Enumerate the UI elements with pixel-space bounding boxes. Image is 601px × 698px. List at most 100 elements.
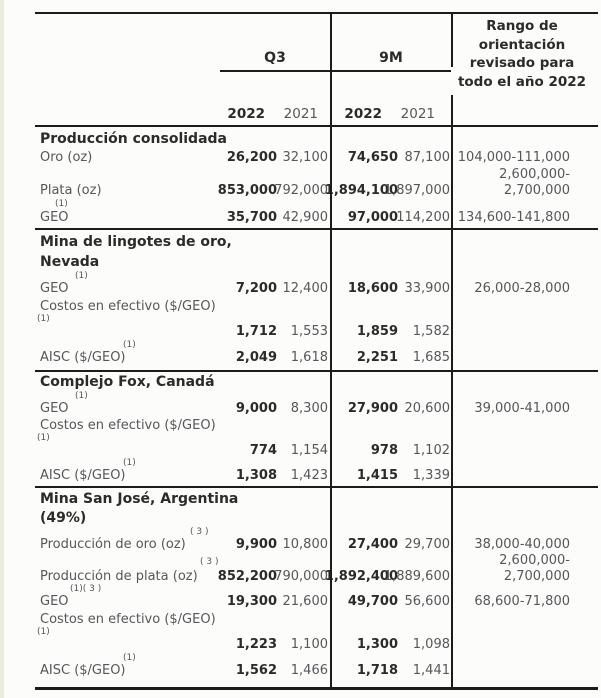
table-row: GEO 19,300 21,600 49,700 56,600 68,600-71,800 [35,593,598,611]
footnote-marker: (1) [37,627,50,637]
table-row: Producción de plata (oz) 852,200 790,000 1,… [35,568,598,586]
cell-q3-2021: 21,600 [282,594,329,609]
row-label: Costos en efectivo ($/GEO) [40,418,216,433]
table-row: Costos en efectivo ($/GEO) [35,611,598,629]
row-label: GEO [40,401,69,416]
cell-9m-2022: 97,000 [347,210,398,225]
footnote-marker: (1) [75,391,88,401]
cell-guidance: 2,700,000 [503,182,570,198]
table-row: 1,223 1,100 1,300 1,098 [35,636,598,654]
row-label: Costos en efectivo ($/GEO) [40,298,216,314]
table-row: GEO 7,200 12,400 18,600 33,900 26,000-28,000 [35,280,598,298]
year-header-q3-2021: 2021 [283,106,318,122]
cell-q3-2021: 1,423 [290,468,328,483]
row-label: Producción de plata (oz) [40,568,198,584]
nine-month-column-group-label: 9M [379,50,403,66]
cell-9m-2021: 1,685 [412,349,450,365]
cell-q3-2022: 774 [249,443,277,458]
cell-q3-2021: 790,000 [274,568,328,584]
column-divider [451,12,453,67]
cell-guidance: 39,000-41,000 [474,401,570,416]
cell-guidance: 38,000-40,000 [474,537,570,552]
row-label: AISC ($/GEO) [40,468,126,483]
footnote-marker-row: (1) [123,339,598,350]
column-group-underline [220,70,451,72]
cell-q3-2022: 9,900 [235,537,277,552]
guidance-header-line: todo el año 2022 [457,73,587,90]
table-row: 1,712 1,553 1,859 1,582 [35,323,598,341]
row-label: Costos en efectivo ($/GEO) [40,611,216,627]
cell-q3-2021: 1,154 [290,443,328,458]
footnote-marker-row: (1) [123,653,598,662]
row-label: GEO [40,281,69,296]
cell-q3-2021: 792,000 [274,182,328,198]
table-row: GEO 9,000 8,300 27,900 20,600 39,000-41,000 [35,400,598,417]
cell-q3-2021: 1,618 [290,349,328,365]
table-row: AISC ($/GEO) 1,562 1,466 1,718 1,441 [35,662,598,680]
footnote-marker-row: ( 3 ) [190,528,598,537]
cell-guidance: 2,700,000 [503,568,570,584]
footnote-marker: (1) [37,314,50,324]
footnote-marker-row: (1) [75,391,598,401]
year-header-9m-2022: 2022 [344,106,382,122]
table-section: Mina de lingotes de oro, Nevada (1) GEO 7,20… [35,230,598,372]
table-row: Oro (oz) 26,200 32,100 74,650 87,100 104,000-… [35,149,598,168]
cell-q3-2021: 12,400 [282,281,329,296]
table-row: GEO 35,700 42,900 97,000 114,200 134,600-141,… [35,209,598,228]
section-title: Mina de lingotes de oro, [40,234,232,250]
production-table: Q3 9M Rango de orientación revisado para… [35,12,598,690]
cell-9m-2022: 27,400 [347,537,398,552]
year-header-row: 2022 2021 2022 2021 [35,106,598,125]
cell-guidance: 2,600,000- [499,166,570,182]
cell-q3-2022: 2,049 [235,349,277,365]
section-title: Complejo Fox, Canadá [40,374,215,390]
cell-q3-2022: 852,200 [217,568,277,584]
cell-9m-2022: 1,415 [356,468,398,483]
footnote-and-guidance-row: ( 3 ) 2,600,000- [35,553,598,568]
row-label: GEO [40,210,69,225]
cell-q3-2021: 1,100 [290,637,328,652]
footnote-marker-row: (1) [37,627,598,637]
footnote-marker: (1) [55,199,68,209]
cell-q3-2022: 1,308 [235,468,277,483]
section-title: Producción consolidada [40,131,227,147]
footnote-marker-row: (1)( 3 ) [70,585,598,594]
year-header-9m-2021: 2021 [400,106,435,122]
cell-q3-2021: 1,553 [290,324,328,339]
cell-q3-2021: 8,300 [290,401,328,416]
cell-q3-2021: 42,900 [282,210,329,225]
footnote-marker: (1) [37,433,50,443]
page-edge-strip [0,0,4,698]
column-divider [451,95,453,690]
cell-guidance: 26,000-28,000 [474,281,570,296]
q3-column-group-label: Q3 [264,50,286,66]
table-row: Producción de oro (oz) 9,900 10,800 27,400 2… [35,536,598,554]
footnote-marker-row: (1) [37,314,598,324]
guidance-header-line: revisado para [469,55,575,71]
cell-9m-2021: 1,582 [412,324,450,339]
table-section: Complejo Fox, Canadá (1) GEO 9,000 8,300 27,9… [35,372,598,488]
cell-q3-2022: 7,200 [235,281,277,296]
cell-q3-2021: 10,800 [282,537,329,552]
cell-9m-2021: 87,100 [404,150,451,165]
row-label: GEO [40,594,69,609]
table-row: AISC ($/GEO) 1,308 1,423 1,415 1,339 [35,467,598,484]
cell-q3-2021: 32,100 [282,150,329,165]
footnote-marker: (1) [123,339,136,350]
footnote-marker: ( 3 ) [200,556,219,567]
section-title: Mina San José, Argentina [40,491,239,507]
cell-q3-2022: 1,712 [235,324,277,339]
guidance-header-line: orientación [478,36,566,53]
cell-9m-2021: 29,700 [404,537,451,552]
cell-9m-2021: 33,900 [404,281,451,296]
row-label: Oro (oz) [40,150,93,165]
cell-9m-2021: 1,098 [412,637,450,652]
cell-9m-2021: 1,102 [412,443,450,458]
footnote-marker: (1) [75,271,88,281]
row-label: AISC ($/GEO) [40,349,126,365]
cell-9m-2022: 978 [370,443,398,458]
cell-q3-2021: 1,466 [290,662,328,678]
guidance-continuation-row: 2,600,000- [35,166,598,182]
table-section: Mina San José, Argentina (49%)( 3 ) Produc… [35,488,598,690]
